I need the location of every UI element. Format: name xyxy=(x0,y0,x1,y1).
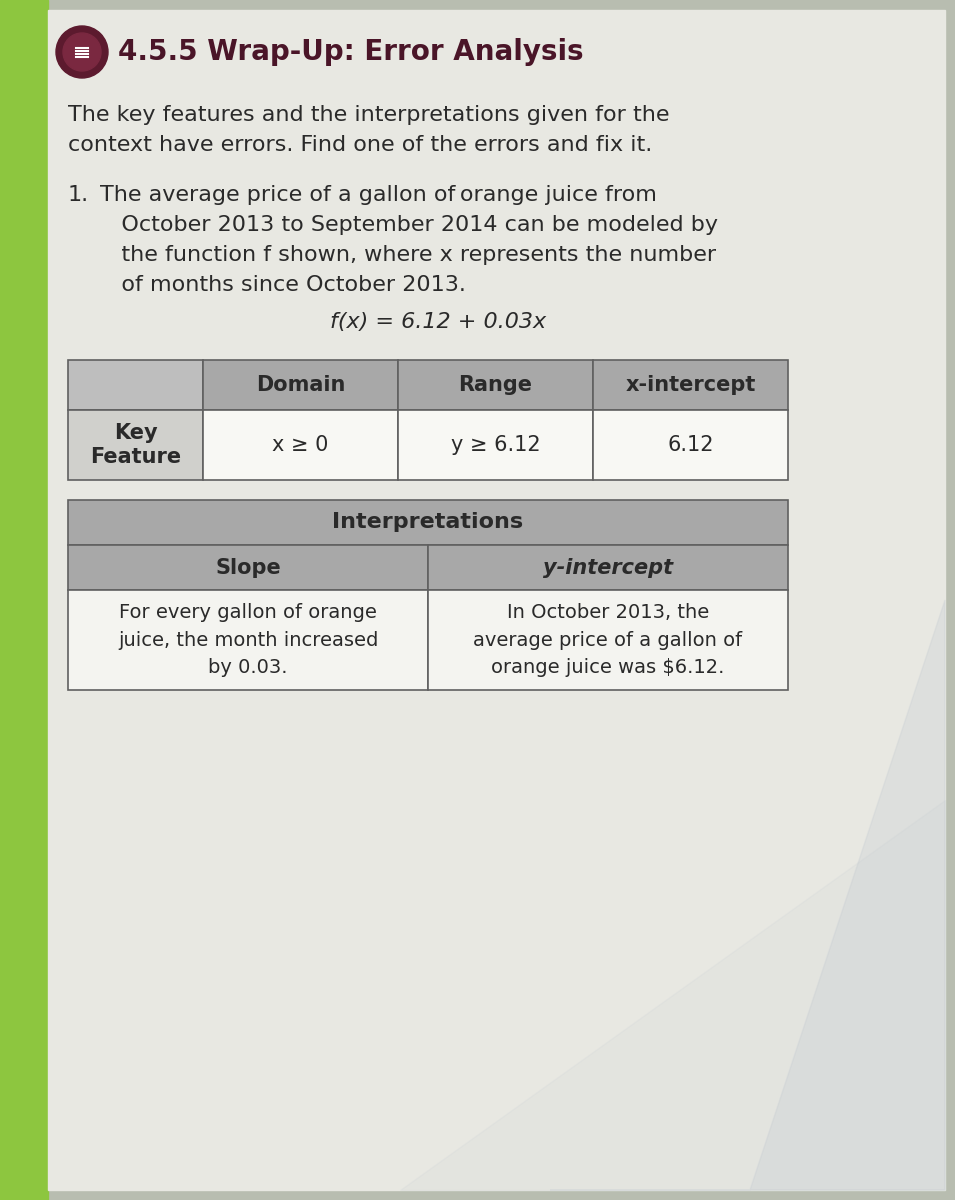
Text: 1.: 1. xyxy=(68,185,89,205)
Bar xyxy=(428,590,788,690)
Bar xyxy=(68,500,788,545)
Bar xyxy=(398,360,593,410)
Text: Domain: Domain xyxy=(256,374,345,395)
Text: The average price of a gallon of orange juice from: The average price of a gallon of orange … xyxy=(100,185,657,205)
Text: October 2013 to September 2014 can be modeled by: October 2013 to September 2014 can be mo… xyxy=(100,215,718,235)
Bar xyxy=(428,545,788,590)
Text: of months since October 2013.: of months since October 2013. xyxy=(100,275,466,295)
Text: x ≥ 0: x ≥ 0 xyxy=(272,434,329,455)
Text: The key features and the interpretations given for the: The key features and the interpretations… xyxy=(68,104,669,125)
Polygon shape xyxy=(400,800,945,1190)
Bar xyxy=(0,0,48,1200)
Text: Interpretations: Interpretations xyxy=(332,512,523,533)
Text: the function f shown, where x represents the number: the function f shown, where x represents… xyxy=(100,245,716,265)
Bar xyxy=(203,360,398,410)
Bar xyxy=(68,590,428,690)
Text: y-intercept: y-intercept xyxy=(543,558,673,577)
Bar xyxy=(398,410,593,480)
Text: f(x) = 6.12 + 0.03x: f(x) = 6.12 + 0.03x xyxy=(330,312,546,332)
Text: x-intercept: x-intercept xyxy=(626,374,755,395)
Text: 4.5.5 Wrap-Up: Error Analysis: 4.5.5 Wrap-Up: Error Analysis xyxy=(118,38,584,66)
Circle shape xyxy=(63,32,101,71)
Bar xyxy=(68,545,428,590)
Bar xyxy=(68,410,203,480)
Polygon shape xyxy=(550,600,945,1190)
Bar xyxy=(203,410,398,480)
Text: y ≥ 6.12: y ≥ 6.12 xyxy=(451,434,541,455)
Text: 6.12: 6.12 xyxy=(668,434,713,455)
Text: Slope: Slope xyxy=(215,558,281,577)
Bar xyxy=(593,360,788,410)
Bar xyxy=(68,360,203,410)
Bar xyxy=(593,410,788,480)
Text: Key
Feature: Key Feature xyxy=(90,422,181,467)
Text: For every gallon of orange
juice, the month increased
by 0.03.: For every gallon of orange juice, the mo… xyxy=(117,604,378,677)
Circle shape xyxy=(56,26,108,78)
Text: In October 2013, the
average price of a gallon of
orange juice was $6.12.: In October 2013, the average price of a … xyxy=(474,604,743,677)
Text: context have errors. Find one of the errors and fix it.: context have errors. Find one of the err… xyxy=(68,134,652,155)
Text: Range: Range xyxy=(458,374,533,395)
